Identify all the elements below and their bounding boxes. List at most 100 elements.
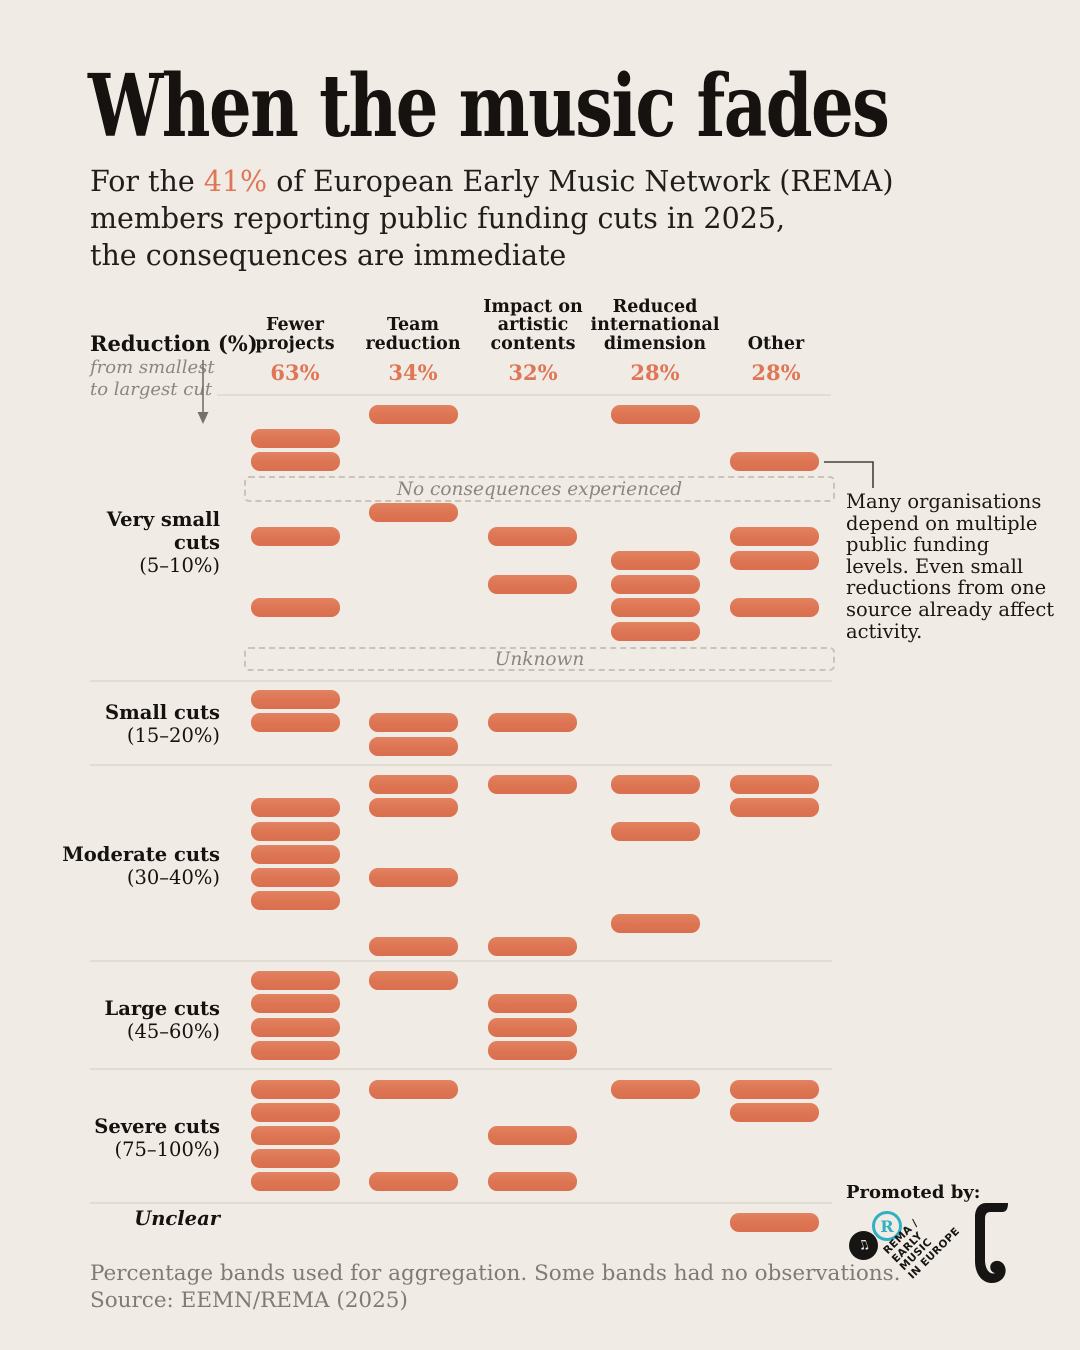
annotation-text: Many organisations depend on multiple pu… [846, 490, 1055, 643]
footer-note-line: Percentage bands used for aggregation. S… [90, 1261, 901, 1286]
pill-other [730, 527, 819, 546]
pill-reduced [611, 598, 700, 617]
promoted-by-label: Promoted by: [846, 1182, 981, 1203]
pill-team [369, 405, 458, 424]
pill-reduced [611, 914, 700, 933]
pill-reduced [611, 405, 700, 424]
special-row: No consequences experienced [244, 476, 835, 502]
pill-fewer [251, 798, 340, 817]
pill-team [369, 971, 458, 990]
pill-other [730, 798, 819, 817]
pill-fewer [251, 1018, 340, 1037]
band-label-range: (45–60%) [126, 1020, 220, 1043]
band-label-main: Very small cuts [106, 508, 220, 554]
band-label: Moderate cuts (30–40%) [60, 843, 220, 889]
pill-fewer [251, 690, 340, 709]
pill-team [369, 1172, 458, 1191]
band-label-range: (30–40%) [126, 866, 220, 889]
pill-fewer [251, 868, 340, 887]
pill-fewer [251, 1103, 340, 1122]
subtitle-accent-percentage: 41% [203, 165, 268, 198]
column-percentage: 28% [751, 360, 801, 385]
band-divider [90, 1068, 832, 1070]
band-label: Unclear [60, 1207, 220, 1230]
pill-impact [488, 1018, 577, 1037]
pill-reduced [611, 551, 700, 570]
pill-fewer [251, 822, 340, 841]
pill-impact [488, 1041, 577, 1060]
pill-team [369, 1080, 458, 1099]
pill-other [730, 1080, 819, 1099]
pill-reduced [611, 1080, 700, 1099]
subtitle-pre: For the [90, 165, 204, 198]
band-divider [90, 680, 832, 682]
page-title: When the music fades [88, 56, 890, 157]
subtitle: For the 41% of European Early Music Netw… [90, 163, 893, 274]
footer-source: Source: EEMN/REMA (2025) [90, 1287, 408, 1313]
pill-reduced [611, 775, 700, 794]
band-label: Large cuts (45–60%) [60, 997, 221, 1043]
pill-reduced [611, 822, 700, 841]
column-label: Team reduction [365, 315, 461, 354]
pill-team [369, 503, 458, 522]
column-label: Fewer projects [255, 315, 335, 354]
pill-fewer [251, 994, 340, 1013]
rema-r-icon: R [872, 1211, 902, 1241]
footer-note: Percentage bands used for aggregation. S… [90, 1261, 901, 1314]
axis-label: Reduction (%) [90, 331, 258, 356]
pill-team [369, 937, 458, 956]
column-header-reduced: Reduced international dimension 28% [591, 296, 720, 385]
pill-impact [488, 994, 577, 1013]
band-label-range: (5–10%) [139, 554, 220, 577]
pill-fewer [251, 845, 340, 864]
pill-team [369, 737, 458, 756]
pill-impact [488, 775, 577, 794]
pill-impact [488, 1126, 577, 1145]
column-label: Reduced international dimension [590, 296, 720, 354]
pill-reduced [611, 622, 700, 641]
band-divider [217, 394, 831, 396]
pill-team [369, 775, 458, 794]
band-label-main: Small cuts [105, 701, 220, 724]
column-percentage: 28% [630, 360, 680, 385]
pill-fewer [251, 1126, 340, 1145]
band-label-main: Severe cuts [94, 1115, 220, 1138]
subtitle-post: of European Early Music Network (REMA) m… [90, 165, 894, 272]
column-percentage: 32% [508, 360, 558, 385]
column-header-fewer: Fewer projects 63% [255, 296, 334, 385]
pill-fewer [251, 1172, 340, 1191]
special-row: Unknown [244, 647, 835, 671]
pill-other [730, 452, 819, 471]
band-label-main: Large cuts [104, 997, 221, 1020]
partner-c-logo-icon [975, 1203, 1008, 1283]
pill-fewer [251, 971, 340, 990]
pill-other [730, 1103, 819, 1122]
pill-fewer [251, 429, 340, 448]
pill-fewer [251, 1149, 340, 1168]
pill-fewer [251, 891, 340, 910]
band-label-main: Unclear [134, 1207, 220, 1230]
column-label: Other [747, 333, 805, 354]
pill-impact [488, 713, 577, 732]
pill-team [369, 713, 458, 732]
pill-impact [488, 937, 577, 956]
band-label: Severe cuts (75–100%) [60, 1115, 220, 1161]
band-label-main: Moderate cuts [62, 843, 220, 866]
pill-other [730, 551, 819, 570]
band-divider [90, 960, 832, 962]
pill-fewer [251, 527, 340, 546]
rema-note-icon: ♫ [849, 1231, 878, 1260]
axis-sublabel: from smallest to largest cut [90, 357, 215, 400]
pill-impact [488, 527, 577, 546]
band-label-range: (75–100%) [114, 1138, 220, 1161]
band-label: Small cuts (15–20%) [60, 701, 220, 747]
column-header-team: Team reduction 34% [365, 296, 460, 385]
pill-other [730, 1213, 819, 1232]
band-divider [90, 1202, 832, 1204]
column-header-other: Other 28% [748, 296, 804, 385]
pill-impact [488, 1172, 577, 1191]
callout-line [824, 461, 874, 488]
pill-impact [488, 575, 577, 594]
